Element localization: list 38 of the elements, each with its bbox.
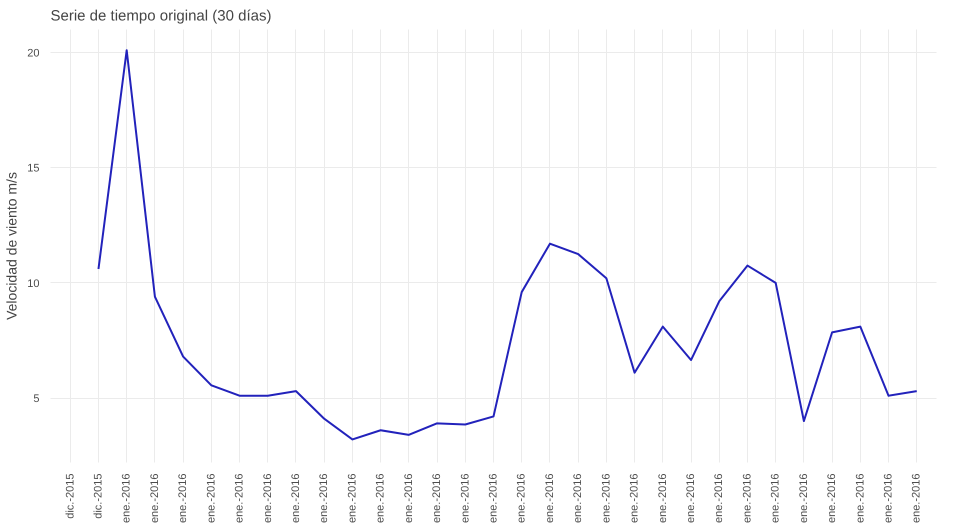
y-tick-label: 20 [27, 48, 40, 60]
x-tick-label: ene.-2016 [713, 473, 726, 524]
x-tick-label: ene.-2016 [544, 473, 556, 524]
x-tick-label: ene.-2016 [488, 473, 500, 524]
x-tick-label: ene.-2016 [910, 473, 923, 524]
x-tick-label: ene.-2016 [374, 473, 387, 524]
x-tick-label: ene.-2016 [882, 473, 895, 524]
x-tick-label: ene.-2016 [854, 473, 866, 524]
y-tick-label: 10 [27, 278, 40, 290]
y-axis-title: Velocidad de viento m/s [3, 172, 20, 320]
x-tick-label: ene.-2016 [741, 473, 754, 524]
x-tick-label: ene.-2016 [459, 473, 472, 524]
x-tick-label: ene.-2016 [402, 473, 415, 524]
x-tick-label: ene.-2016 [120, 473, 133, 524]
x-tick-label: ene.-2016 [234, 473, 246, 524]
x-tick-label: ene.-2016 [656, 473, 669, 524]
x-tick-label: ene.-2016 [770, 473, 782, 524]
x-tick-label: ene.-2016 [431, 473, 444, 524]
x-tick-label: ene.-2016 [516, 473, 528, 524]
x-tick-label: ene.-2016 [205, 473, 218, 524]
x-tick-label: ene.-2016 [600, 473, 612, 524]
y-tick-label: 15 [27, 162, 40, 175]
x-tick-label: dic.-2015 [92, 473, 104, 519]
chart-title: Serie de tiempo original (30 días) [50, 8, 272, 24]
x-tick-label: dic.-2015 [64, 473, 76, 519]
x-tick-label: ene.-2016 [290, 473, 302, 524]
y-tick-label: 5 [33, 393, 40, 406]
x-tick-label: ene.-2016 [177, 473, 190, 524]
line-series [97, 49, 918, 440]
x-tick-label: ene.-2016 [148, 473, 161, 524]
x-tick-label: ene.-2016 [628, 473, 641, 524]
x-tick-label: ene.-2016 [318, 473, 330, 524]
x-tick-label: ene.-2016 [262, 473, 274, 524]
x-tick-label: ene.-2016 [346, 473, 358, 524]
x-tick-label: ene.-2016 [685, 473, 698, 524]
x-tick-label: ene.-2016 [572, 473, 584, 524]
x-tick-label: ene.-2016 [826, 473, 838, 524]
x-tick-label: ene.-2016 [798, 473, 810, 524]
